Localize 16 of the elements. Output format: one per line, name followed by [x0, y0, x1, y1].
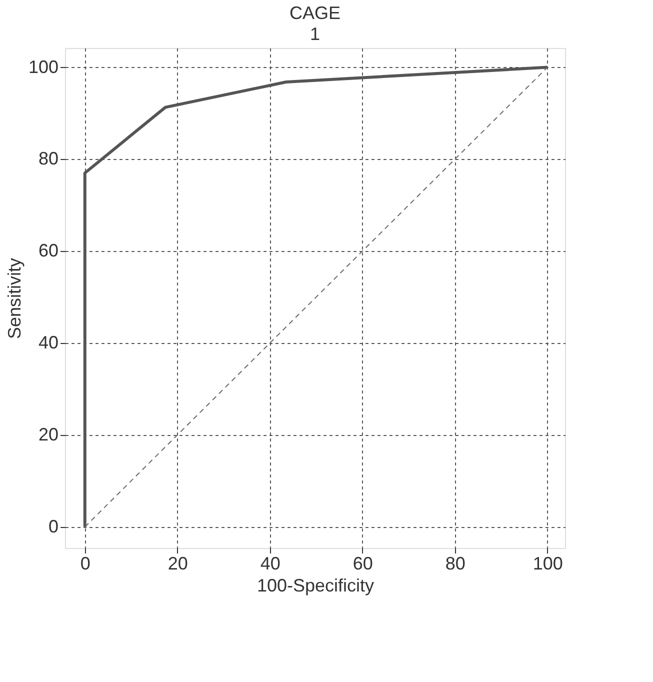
- y-tick-label: 20: [38, 424, 58, 444]
- chart-subtitle: 1: [310, 24, 320, 44]
- x-tick-label: 60: [352, 554, 373, 574]
- x-axis-title: 100-Specificity: [256, 576, 374, 596]
- chart-title: CAGE: [289, 3, 341, 23]
- y-tick-label: 100: [28, 56, 58, 77]
- y-tick-label: 40: [38, 332, 58, 353]
- y-axis-title: Sensitivity: [4, 258, 24, 340]
- x-tick-label: 80: [445, 554, 466, 574]
- x-tick-label: 20: [168, 554, 188, 574]
- x-tick-label: 100: [532, 554, 563, 574]
- y-tick-label: 80: [38, 148, 58, 169]
- x-tick-label: 0: [80, 554, 90, 574]
- y-tick-label: 60: [38, 240, 58, 261]
- x-tick-label: 40: [260, 554, 280, 574]
- y-tick-label: 0: [48, 516, 58, 536]
